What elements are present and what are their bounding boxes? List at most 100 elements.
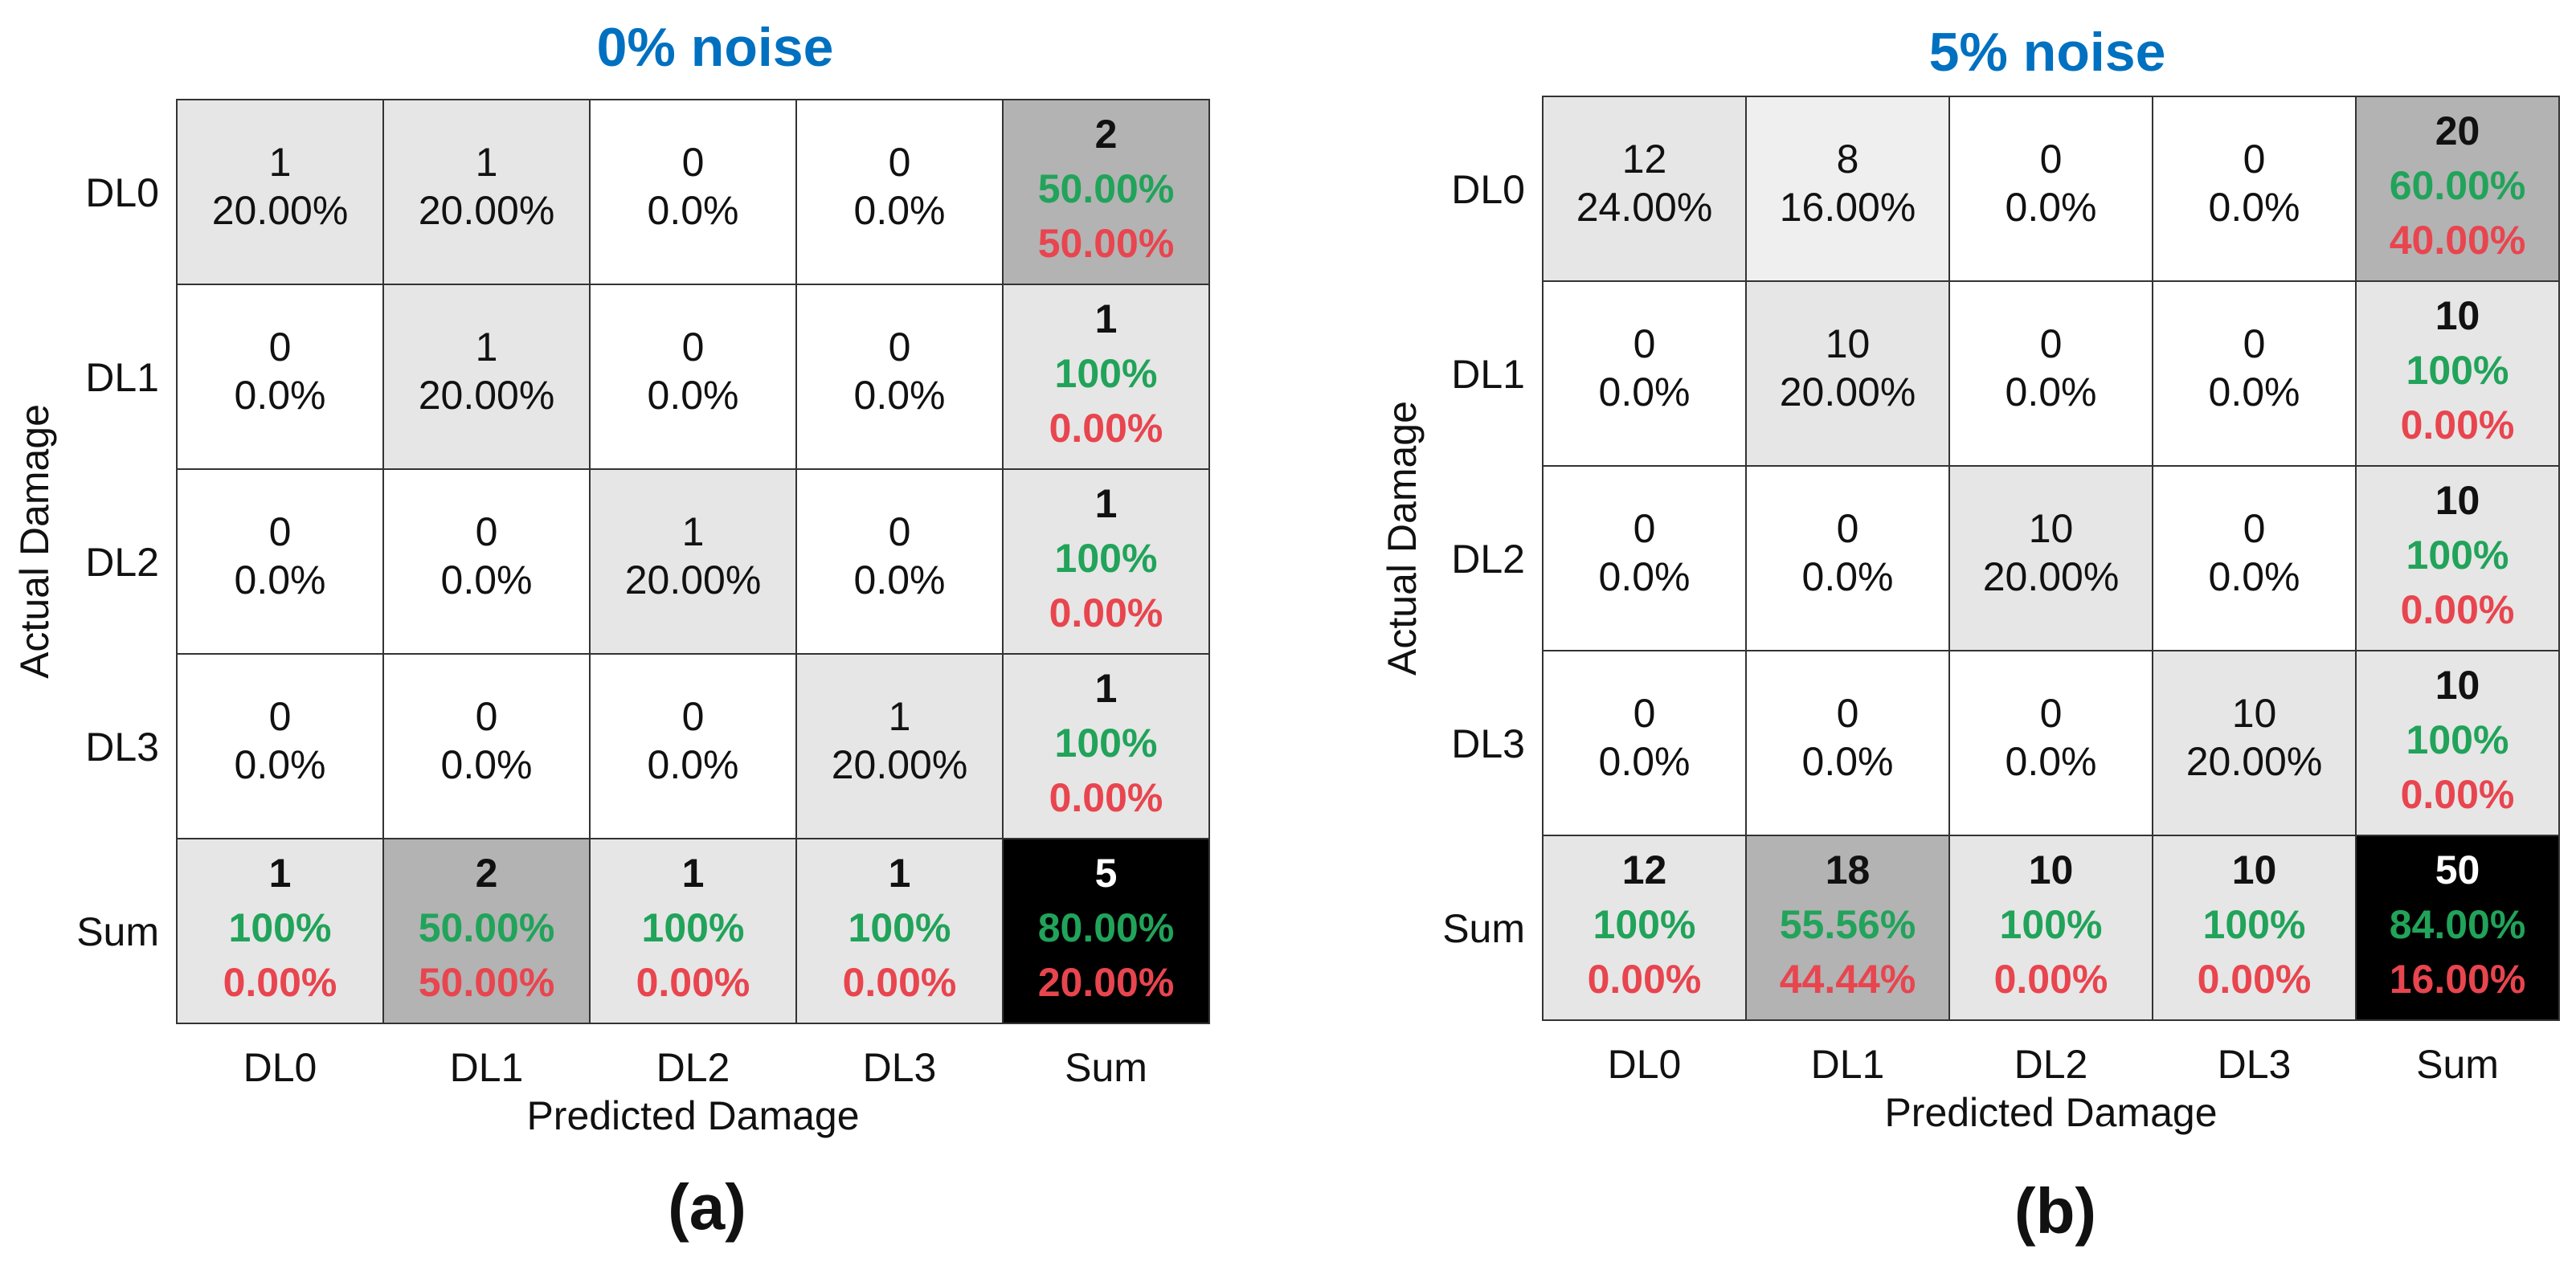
sum-count: 20	[2435, 108, 2480, 153]
sum-error-percent: 0.00%	[636, 960, 750, 1005]
matrix-cell: 00.0%	[382, 653, 591, 839]
sum-cell: 1 100% 0.00%	[795, 838, 1004, 1024]
x-tick-label: Sum	[1065, 1045, 1147, 1090]
cell-count: 0	[476, 509, 498, 554]
sum-count: 2	[1095, 112, 1118, 157]
sum-cell: 18 55.56% 44.44%	[1745, 835, 1950, 1021]
y-tick-label: DL1	[1451, 352, 1525, 397]
y-tick-label: DL0	[85, 170, 159, 215]
cell-background	[1745, 465, 1950, 651]
sum-error-percent: 0.00%	[1994, 957, 2108, 1002]
sum-error-percent: 0.00%	[843, 960, 957, 1005]
cell-background	[2355, 465, 2560, 651]
cell-percent: 0.0%	[854, 557, 946, 602]
sum-cell: 20 60.00% 40.00%	[2355, 96, 2560, 282]
sum-error-percent: 0.00%	[1049, 775, 1163, 820]
cell-count: 1	[269, 140, 292, 185]
sum-correct-percent: 80.00%	[1038, 905, 1175, 950]
cell-background	[1542, 465, 1747, 651]
cell-percent: 20.00%	[212, 188, 349, 233]
matrix-cell: 00.0%	[2152, 465, 2357, 651]
cell-background	[1002, 653, 1210, 839]
sum-cell: 1 100% 0.00%	[1002, 284, 1210, 470]
sum-error-percent: 40.00%	[2390, 218, 2526, 263]
cell-percent: 20.00%	[2186, 739, 2323, 784]
cell-percent: 0.0%	[1599, 554, 1691, 599]
matrix-cell: 00.0%	[1542, 280, 1747, 467]
cell-count: 10	[2232, 691, 2277, 736]
sum-correct-percent: 100%	[1593, 902, 1696, 947]
cell-background	[176, 838, 384, 1024]
cell-percent: 20.00%	[419, 188, 555, 233]
cell-background	[176, 653, 384, 839]
sum-cell: 1 100% 0.00%	[589, 838, 797, 1024]
cell-background	[2152, 465, 2357, 651]
matrix-cell: 00.0%	[176, 468, 384, 655]
cell-percent: 16.00%	[1780, 185, 1916, 230]
cell-percent: 0.0%	[441, 557, 533, 602]
cell-background	[795, 653, 1004, 839]
cell-count: 8	[1837, 137, 1859, 182]
sum-count: 10	[2435, 293, 2480, 338]
cell-background	[589, 284, 797, 470]
total-cell: 5 80.00% 20.00%	[1002, 838, 1210, 1024]
cell-percent: 24.00%	[1576, 185, 1713, 230]
cell-percent: 0.0%	[2209, 185, 2300, 230]
cell-percent: 0.0%	[2006, 739, 2097, 784]
confusion-matrix-b: 5% noise1224.00%816.00%00.0%00.0%2060.00…	[1380, 22, 2560, 1247]
sum-count: 5	[1095, 851, 1118, 896]
cell-percent: 20.00%	[1983, 554, 2120, 599]
matrix-cell: 00.0%	[176, 653, 384, 839]
sum-cell: 1 100% 0.00%	[1002, 468, 1210, 655]
x-axis-label: Predicted Damage	[1884, 1090, 2217, 1135]
cell-percent: 0.0%	[648, 373, 739, 418]
sum-count: 50	[2435, 847, 2480, 892]
cell-background	[1542, 280, 1747, 467]
cell-background	[795, 99, 1004, 285]
sum-cell: 10 100% 0.00%	[2152, 835, 2357, 1021]
cell-count: 0	[889, 140, 911, 185]
x-tick-label: DL2	[656, 1045, 730, 1090]
sum-correct-percent: 60.00%	[2390, 163, 2526, 208]
cell-background	[1745, 650, 1950, 836]
cell-count: 10	[2029, 506, 2074, 551]
matrix-cell: 120.00%	[382, 99, 591, 285]
panel-label: (a)	[668, 1171, 746, 1243]
matrix-cell: 00.0%	[2152, 280, 2357, 467]
cell-background	[1948, 96, 2153, 282]
cell-background	[1948, 835, 2153, 1021]
x-tick-label: DL2	[2014, 1042, 2088, 1087]
sum-correct-percent: 100%	[2000, 902, 2103, 947]
sum-count: 1	[1095, 296, 1118, 341]
x-tick-label: Sum	[2416, 1042, 2499, 1087]
x-tick-label: DL0	[243, 1045, 317, 1090]
cell-background	[382, 838, 591, 1024]
cell-background	[1745, 835, 1950, 1021]
cell-percent: 0.0%	[2006, 185, 2097, 230]
cell-count: 0	[269, 509, 292, 554]
cell-count: 0	[2243, 321, 2266, 366]
cell-percent: 0.0%	[441, 742, 533, 787]
y-axis-label: Actual Damage	[1380, 401, 1425, 676]
sum-correct-percent: 50.00%	[419, 905, 555, 950]
cell-percent: 20.00%	[1780, 370, 1916, 414]
matrix-cell: 00.0%	[382, 468, 591, 655]
matrix-cell: 00.0%	[1948, 280, 2153, 467]
cell-percent: 0.0%	[1802, 554, 1894, 599]
y-tick-label: Sum	[76, 909, 159, 954]
cell-count: 0	[2040, 137, 2063, 182]
cell-background	[1542, 835, 1747, 1021]
sum-correct-percent: 55.56%	[1780, 902, 1916, 947]
matrix-cell: 00.0%	[1745, 650, 1950, 836]
cell-background	[1002, 838, 1210, 1024]
cell-percent: 0.0%	[2006, 370, 2097, 414]
x-axis-label: Predicted Damage	[526, 1093, 859, 1138]
cell-percent: 0.0%	[854, 373, 946, 418]
matrix-cell: 00.0%	[2152, 96, 2357, 282]
cell-count: 1	[476, 140, 498, 185]
cell-background	[2355, 96, 2560, 282]
sum-count: 10	[2232, 847, 2277, 892]
cell-background	[589, 838, 797, 1024]
sum-cell: 10 100% 0.00%	[2355, 650, 2560, 836]
